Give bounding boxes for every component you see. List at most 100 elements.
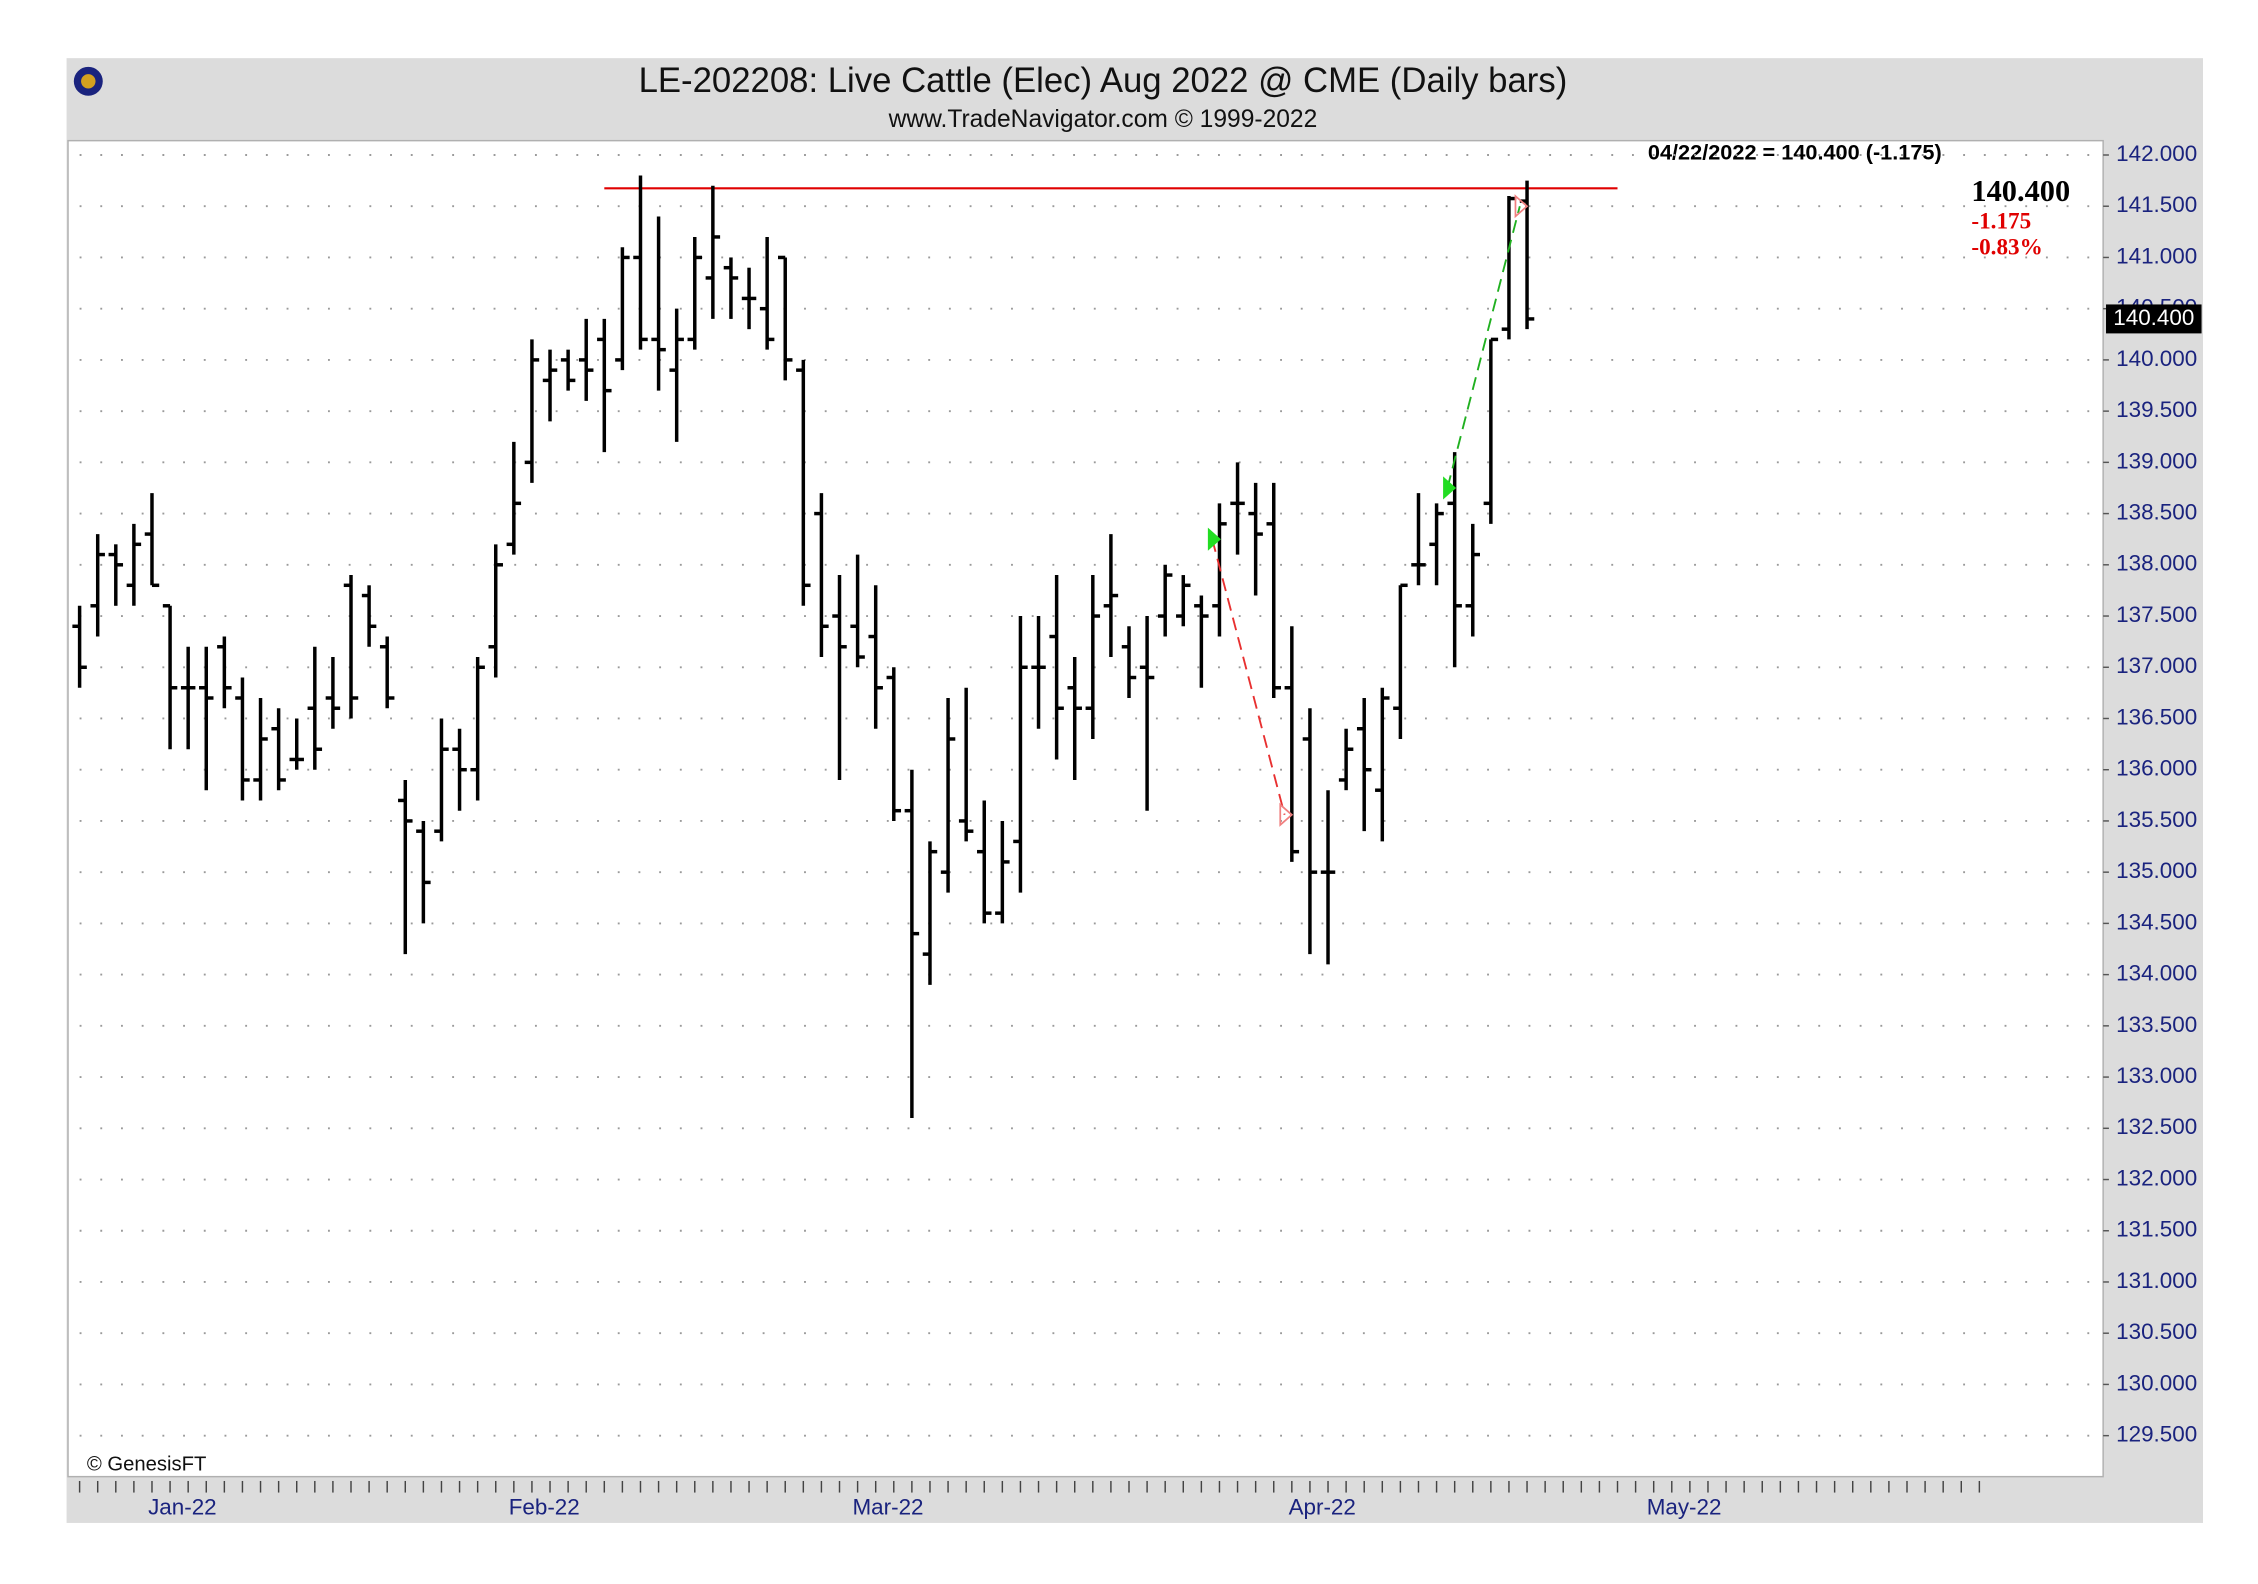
ohlc-bar bbox=[144, 493, 160, 588]
ohlc-bar bbox=[687, 236, 703, 350]
ohlc-bar bbox=[850, 554, 865, 668]
ohlc-bar bbox=[325, 657, 341, 729]
x-tick-label: Jan-22 bbox=[148, 1494, 217, 1519]
y-tick-label: 140.000 bbox=[2116, 346, 2197, 371]
ohlc-bar bbox=[361, 585, 377, 647]
signal-start bbox=[1443, 476, 1457, 500]
y-tick-label: 134.000 bbox=[2116, 961, 2197, 986]
ohlc-bar bbox=[307, 646, 323, 770]
ohlc-bar bbox=[759, 236, 775, 350]
chart-title: LE-202208: Live Cattle (Elec) Aug 2022 @… bbox=[639, 62, 1568, 100]
y-tick-label: 138.000 bbox=[2116, 551, 2197, 576]
ohlc-bar bbox=[814, 493, 829, 658]
x-tick-label: Feb-22 bbox=[509, 1494, 580, 1519]
x-tick-label: May-22 bbox=[1647, 1494, 1722, 1519]
ohlc-bar bbox=[958, 687, 974, 842]
ohlc-bar bbox=[1356, 697, 1372, 832]
ohlc-bar bbox=[90, 534, 105, 637]
ohlc-bar bbox=[524, 339, 540, 483]
ohlc-bar bbox=[1284, 626, 1300, 862]
y-tick-label: 136.000 bbox=[2116, 756, 2197, 781]
ohlc-bar bbox=[705, 185, 721, 319]
ohlc-bar bbox=[180, 646, 196, 750]
y-tick-label: 136.500 bbox=[2116, 704, 2197, 729]
ohlc-bar bbox=[199, 646, 214, 791]
ohlc-bar bbox=[1176, 575, 1191, 627]
ohlc-bar bbox=[452, 728, 467, 811]
y-tick-label: 130.500 bbox=[2116, 1319, 2197, 1344]
signal-end bbox=[1514, 194, 1529, 219]
y-tick-label: 130.000 bbox=[2116, 1370, 2197, 1395]
ohlc-bar bbox=[108, 544, 124, 606]
chart-subtitle: www.TradeNavigator.com © 1999-2022 bbox=[888, 106, 1318, 133]
ohlc-bar bbox=[1230, 462, 1245, 555]
ohlc-bar bbox=[1465, 523, 1481, 637]
ohlc-bar bbox=[1067, 657, 1082, 780]
y-tick-label: 138.500 bbox=[2116, 500, 2197, 525]
last-price: 140.400 bbox=[1971, 174, 2070, 208]
copyright: © GenesisFT bbox=[87, 1453, 207, 1475]
ohlc-bar bbox=[253, 697, 268, 801]
x-tick-label: Apr-22 bbox=[1289, 1494, 1356, 1519]
last-label: 04/22/2022 = 140.400 (-1.175) bbox=[1648, 139, 1942, 164]
ohlc-bar bbox=[904, 769, 920, 1119]
y-tick-label: 135.500 bbox=[2116, 807, 2197, 832]
ohlc-bar bbox=[1302, 708, 1318, 955]
ohlc-bar bbox=[651, 216, 666, 391]
ohlc-bar bbox=[271, 708, 286, 791]
y-tick-label: 134.500 bbox=[2116, 909, 2197, 934]
ohlc-bar bbox=[1411, 493, 1426, 586]
signal-line bbox=[1446, 205, 1521, 489]
ohlc-bar bbox=[832, 575, 847, 780]
ohlc-bar bbox=[1483, 337, 1499, 524]
x-tick-label: Mar-22 bbox=[852, 1494, 923, 1519]
ohlc-bar bbox=[669, 308, 684, 442]
ohlc-bar bbox=[633, 175, 648, 350]
y-tick-label: 133.000 bbox=[2116, 1063, 2197, 1088]
ohlc-bar bbox=[777, 255, 793, 381]
ohlc-bar bbox=[1085, 575, 1101, 739]
ohlc-bar bbox=[235, 677, 250, 801]
ohlc-bar bbox=[343, 575, 359, 719]
ohlc-bar bbox=[1013, 616, 1028, 893]
ohlc-bar bbox=[1139, 616, 1155, 811]
ohlc-bar bbox=[1393, 583, 1408, 739]
change: -1.175 bbox=[1971, 208, 2031, 234]
ohlc-bar bbox=[995, 820, 1010, 924]
ohlc-bar bbox=[1103, 534, 1119, 658]
ohlc-bar bbox=[723, 257, 739, 319]
ohlc-bar bbox=[578, 318, 594, 401]
y-tick-label: 141.500 bbox=[2116, 192, 2197, 217]
ohlc-bar bbox=[1338, 728, 1354, 791]
y-tick-label: 141.000 bbox=[2116, 243, 2197, 268]
ohlc-bar bbox=[560, 349, 576, 391]
ohlc-bar bbox=[741, 267, 757, 330]
y-tick-label: 135.000 bbox=[2116, 858, 2197, 883]
signal-start bbox=[1207, 527, 1221, 551]
ohlc-bar bbox=[416, 820, 431, 924]
ohlc-bar bbox=[1031, 616, 1046, 729]
signal-line bbox=[1211, 538, 1286, 816]
ohlc-bar bbox=[1429, 503, 1444, 586]
ohlc-bar bbox=[542, 349, 558, 422]
ohlc-bar bbox=[940, 697, 956, 893]
y-tick-label: 139.000 bbox=[2116, 448, 2197, 473]
ohlc-bar bbox=[1320, 790, 1336, 965]
ohlc-bar bbox=[217, 636, 232, 709]
y-tick-label: 137.000 bbox=[2116, 653, 2197, 678]
ohlc-bar bbox=[796, 359, 811, 606]
y-tick-label: 133.500 bbox=[2116, 1012, 2197, 1037]
y-tick-label: 137.500 bbox=[2116, 602, 2197, 627]
last-price-box-label: 140.400 bbox=[2113, 305, 2194, 330]
ohlc-bar bbox=[289, 718, 304, 770]
ohlc-bar bbox=[922, 841, 938, 985]
y-tick-label: 142.000 bbox=[2116, 141, 2197, 166]
ohlc-bar bbox=[1266, 482, 1281, 698]
y-tick-label: 132.000 bbox=[2116, 1165, 2197, 1190]
ohlc-bar bbox=[398, 779, 413, 955]
y-tick-label: 131.000 bbox=[2116, 1268, 2197, 1293]
ohlc-bar bbox=[470, 657, 485, 801]
ohlc-bar bbox=[162, 604, 178, 750]
last-price-box bbox=[2106, 304, 2202, 334]
ohlc-bar bbox=[615, 247, 630, 371]
